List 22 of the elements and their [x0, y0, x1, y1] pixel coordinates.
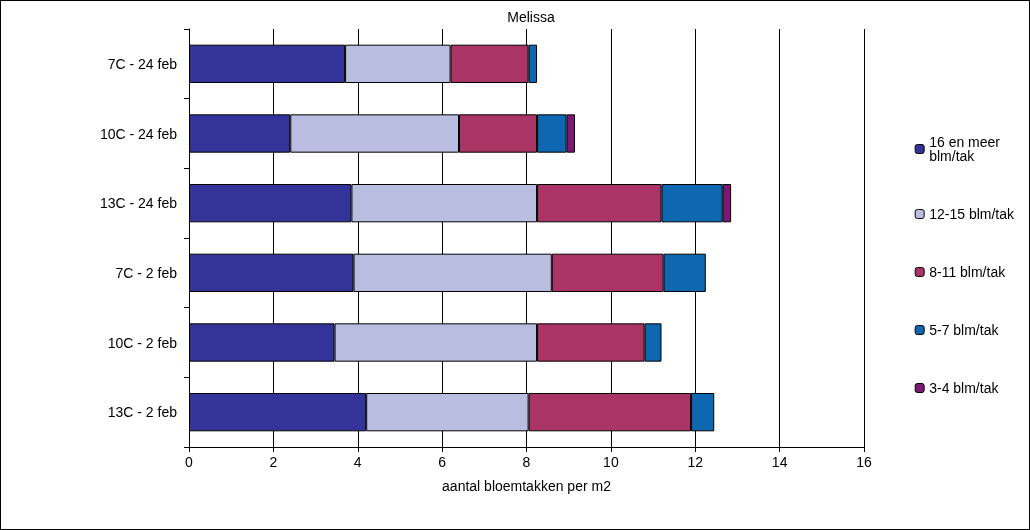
y-tick-label: 13C - 2 feb	[107, 404, 178, 421]
legend-label: 5-7 blm/tak	[929, 322, 1000, 338]
x-tick-label: 16	[856, 454, 872, 470]
x-tick-label: 4	[353, 454, 362, 470]
y-tick-label: 7C - 2 feb	[115, 264, 178, 281]
x-axis-title: aantal bloemtakken per m2	[442, 478, 612, 494]
y-tick-label: 10C - 2 feb	[107, 334, 178, 351]
x-tick-label: 0	[185, 454, 194, 470]
x-tick-label: 2	[269, 454, 278, 470]
x-tick-label: 6	[438, 454, 447, 470]
y-tick-label: 13C - 24 feb	[99, 195, 178, 212]
x-tick-label: 12	[687, 454, 704, 470]
x-tick-label: 14	[771, 454, 788, 470]
x-tick-label: 10	[603, 454, 619, 470]
legend-label: 8-11 blm/tak	[929, 264, 1007, 280]
legend-label: 3-4 blm/tak	[929, 380, 1000, 396]
y-tick-label: 7C - 24 feb	[107, 55, 178, 72]
y-tick-label: 10C - 24 feb	[99, 125, 178, 142]
x-tick-label: 8	[522, 454, 531, 470]
legend-label: 12-15 blm/tak	[929, 206, 1015, 222]
chart-title: Melissa	[507, 9, 555, 25]
legend-label: 16 en meer blm/tak	[929, 134, 1004, 164]
